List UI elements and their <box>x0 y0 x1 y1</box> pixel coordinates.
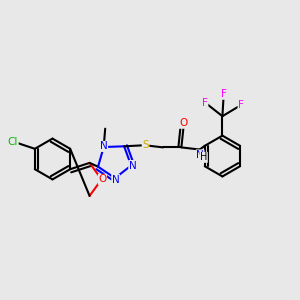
Text: F: F <box>202 98 208 108</box>
Text: O: O <box>179 118 188 128</box>
Text: N: N <box>112 175 119 184</box>
Text: H: H <box>200 152 207 162</box>
Text: S: S <box>142 140 149 150</box>
Text: N: N <box>196 150 204 160</box>
Text: Cl: Cl <box>8 137 18 147</box>
Text: N: N <box>129 160 136 170</box>
Text: N: N <box>100 141 108 152</box>
Text: F: F <box>220 89 226 99</box>
Text: O: O <box>98 174 106 184</box>
Text: F: F <box>238 100 244 110</box>
